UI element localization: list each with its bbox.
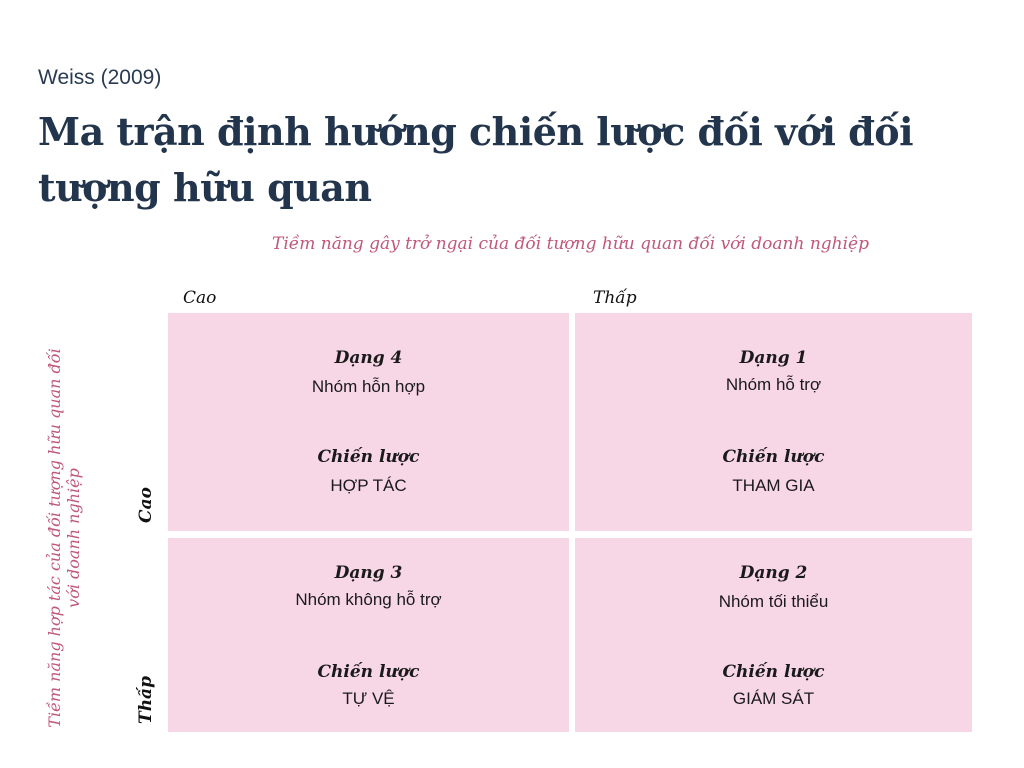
matrix-cell-type-2: Dạng 2 Nhóm tối thiểu Chiến lược GIÁM SÁ… [575,538,972,732]
cell-strategy-value: GIÁM SÁT [732,689,815,708]
cell-group-label: Nhóm tối thiểu [718,592,829,611]
cell-strategy-value: THAM GIA [732,476,815,495]
row-label-high: Cao [136,487,156,523]
cell-group-label: Nhóm hỗ trợ [725,375,822,394]
source-citation: Weiss (2009) [38,66,162,89]
cell-strategy-heading: Chiến lược [722,662,825,682]
cell-strategy-value: TỰ VỆ [342,689,395,708]
top-axis-label: Tiềm năng gây trở ngại của đối tượng hữu… [272,234,869,254]
cell-strategy-value: HỢP TÁC [330,476,407,495]
left-axis-label: Tiềm năng hợp tác của đối tượng hữu quan… [45,348,83,728]
matrix-cell-type-1: Dạng 1 Nhóm hỗ trợ Chiến lược THAM GIA [575,313,972,531]
column-label-high: Cao [183,288,217,308]
cell-group-label: Nhóm không hỗ trợ [295,590,442,609]
matrix-cell-type-3: Dạng 3 Nhóm không hỗ trợ Chiến lược TỰ V… [168,538,569,732]
cell-type-label: Dạng 3 [334,563,403,583]
row-label-low: Thấp [136,676,156,724]
page-title: Ma trận định hướng chiến lược đối với đố… [38,109,914,210]
cell-strategy-heading: Chiến lược [317,447,420,467]
cell-type-label: Dạng 2 [739,563,808,583]
cell-type-label: Dạng 1 [739,348,808,368]
column-label-low: Thấp [593,288,637,308]
cell-group-label: Nhóm hỗn hợp [311,377,426,396]
cell-type-label: Dạng 4 [334,348,403,368]
cell-strategy-heading: Chiến lược [722,447,825,467]
matrix-cell-type-4: Dạng 4 Nhóm hỗn hợp Chiến lược HỢP TÁC [168,313,569,531]
cell-strategy-heading: Chiến lược [317,662,420,682]
